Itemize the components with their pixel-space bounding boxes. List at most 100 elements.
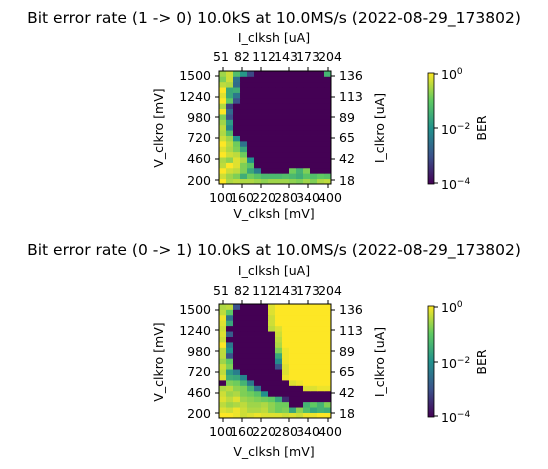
heatmap-cell <box>226 108 234 115</box>
heatmap-cell <box>275 108 283 115</box>
heatmap-cell <box>303 167 311 174</box>
y2-tick-label: 18 <box>339 406 355 421</box>
heatmap-cell <box>282 358 290 365</box>
heatmap-cell <box>268 178 276 185</box>
heatmap-cell <box>310 130 318 136</box>
heatmap-cell <box>324 320 332 327</box>
heatmap-cell <box>226 304 234 310</box>
plot-frame <box>218 303 332 419</box>
x2-tick-label: 51 <box>213 283 229 298</box>
heatmap-cell <box>240 304 248 310</box>
heatmap-cell <box>233 71 241 77</box>
heatmap-cell <box>226 374 234 381</box>
heatmap-cell <box>254 151 262 158</box>
heatmap-cell <box>296 114 304 120</box>
heatmap-cell <box>254 157 262 163</box>
heatmap-cell <box>296 358 304 365</box>
heatmap-cell <box>324 380 332 386</box>
heatmap-cell <box>275 314 283 321</box>
heatmap-cell <box>282 390 290 397</box>
heatmap-cell <box>233 380 241 386</box>
x2-tick-label: 112 <box>252 49 276 64</box>
heatmap-cell <box>275 390 283 397</box>
heatmap-cell <box>219 401 227 408</box>
heatmap-cell <box>289 130 297 136</box>
heatmap-cell <box>275 151 283 158</box>
heatmap-cell <box>247 320 255 327</box>
heatmap-cell <box>317 173 325 180</box>
heatmap-cell <box>289 390 297 397</box>
heatmap-cell <box>317 309 325 316</box>
heatmap-cell <box>289 108 297 115</box>
heatmap-cell <box>219 114 227 120</box>
heatmap-cell <box>324 363 332 370</box>
heatmap-cell <box>226 97 234 104</box>
colorbar-gradient <box>427 305 435 418</box>
heatmap-cell <box>261 92 269 99</box>
x-tick-label: 340 <box>296 190 320 205</box>
heatmap-cell <box>247 401 255 408</box>
heatmap-cell <box>219 151 227 158</box>
heatmap-cell <box>254 401 262 408</box>
heatmap-cell <box>296 167 304 174</box>
heatmap-cell <box>240 309 248 316</box>
y2-axis: 136 113 89 65 42 18 <box>331 302 363 421</box>
heatmap-cell <box>261 114 269 120</box>
heatmap-cell <box>233 124 241 131</box>
heatmap-cell <box>233 309 241 316</box>
heatmap-cell <box>226 81 234 88</box>
heatmap-cell <box>219 103 227 110</box>
heatmap-cell <box>233 352 241 359</box>
heatmap-cell <box>219 369 227 375</box>
heatmap-cell <box>226 342 234 348</box>
heatmap-cell <box>254 390 262 397</box>
heatmap-cell <box>310 390 318 397</box>
heatmap-cell <box>268 71 276 77</box>
heatmap-cell <box>240 162 248 169</box>
heatmap-cell <box>247 92 255 99</box>
heatmap-cell <box>247 374 255 381</box>
heatmap-cell <box>317 369 325 375</box>
heatmap-cell <box>275 363 283 370</box>
heatmap-cell <box>219 374 227 381</box>
heatmap-cell <box>275 140 283 147</box>
y2-tick-label: 136 <box>339 68 363 83</box>
heatmap-cell <box>296 342 304 348</box>
heatmap-cell <box>275 412 283 419</box>
heatmap-cell <box>275 71 283 77</box>
heatmap-cell <box>303 81 311 88</box>
heatmap-cell <box>233 314 241 321</box>
heatmap-cell <box>254 87 262 93</box>
heatmap-cell <box>289 71 297 77</box>
y-tick-label: 200 <box>187 173 211 188</box>
heatmap-cell <box>303 130 311 136</box>
heatmap-cell <box>289 146 297 153</box>
heatmap-cell <box>324 396 332 403</box>
heatmap-cell <box>296 369 304 375</box>
heatmap-cell <box>247 369 255 375</box>
heatmap-cell <box>226 178 234 185</box>
heatmap-cell <box>268 108 276 115</box>
heatmap-cell <box>254 173 262 180</box>
heatmap-cell <box>289 380 297 386</box>
y-tick-label: 460 <box>187 151 211 166</box>
heatmap-cell <box>303 390 311 397</box>
heatmap-cell <box>324 347 332 354</box>
heatmap-cell <box>317 352 325 359</box>
heatmap-cell <box>282 352 290 359</box>
heatmap-cell <box>261 76 269 83</box>
heatmap-cell <box>254 119 262 126</box>
heatmap-cell <box>233 146 241 153</box>
heatmap-cell <box>226 412 234 419</box>
heatmap-cell <box>268 325 276 332</box>
heatmap-cell <box>247 396 255 403</box>
heatmap-cell <box>310 325 318 332</box>
y-tick-label: 1240 <box>179 89 211 104</box>
x2-tick-label: 143 <box>274 283 298 298</box>
y2-tick-label: 89 <box>339 110 355 125</box>
heatmap-cell <box>226 157 234 163</box>
heatmap-cell <box>275 352 283 359</box>
heatmap-cell <box>254 167 262 174</box>
heatmap-cell <box>240 124 248 131</box>
heatmap-cell <box>324 97 332 104</box>
